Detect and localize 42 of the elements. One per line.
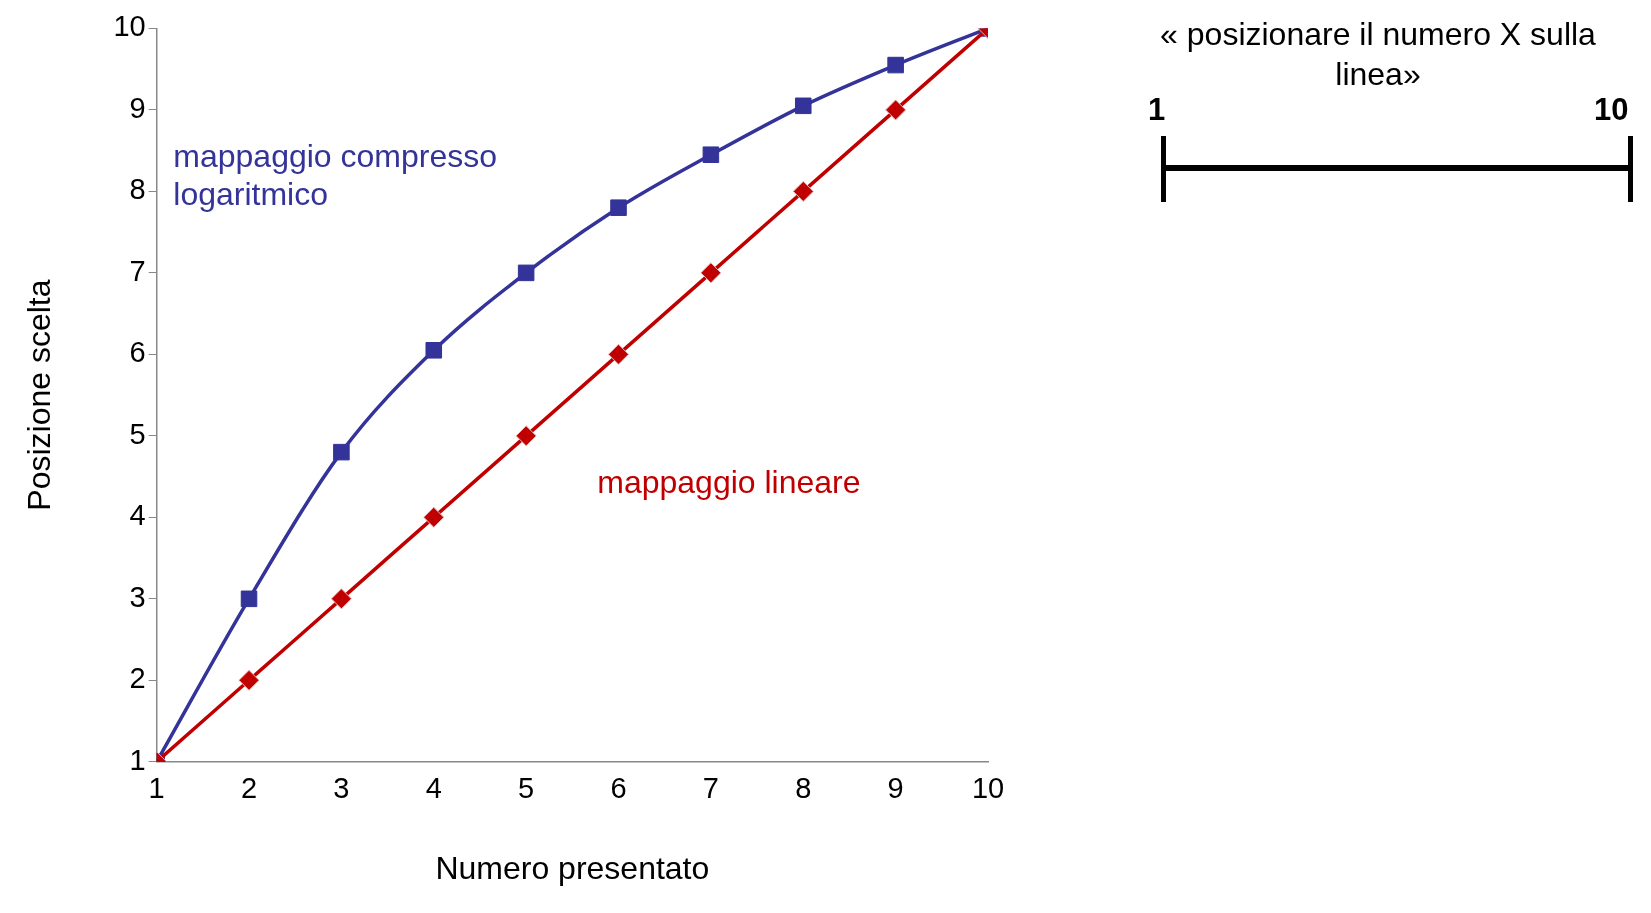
point <box>330 588 352 610</box>
series-label: mappaggio compresso logaritmico <box>173 137 498 212</box>
x-axis-title: Numero presentato <box>435 849 710 886</box>
point <box>515 425 537 447</box>
point <box>794 97 812 115</box>
point <box>423 506 445 528</box>
y-tick-label: 1 <box>129 743 146 776</box>
y-tick-label: 10 <box>113 10 146 43</box>
x-tick-label: 7 <box>702 772 719 805</box>
point <box>887 56 904 74</box>
text: 1 <box>1148 92 1166 128</box>
point <box>517 264 535 282</box>
text: « posizionare il numero X sulla linea» <box>1160 16 1596 92</box>
x-tick-label: 8 <box>795 772 812 805</box>
y-tick-label: 3 <box>129 580 146 613</box>
x-tick-label: 4 <box>425 772 442 805</box>
point <box>792 180 814 202</box>
point <box>885 99 907 121</box>
x-tick-label: 5 <box>518 772 535 805</box>
x-tick-label: 2 <box>240 772 258 805</box>
y-tick-label: 9 <box>129 91 146 124</box>
point <box>240 590 258 608</box>
y-tick-label: 7 <box>129 254 146 287</box>
x-tick-label: 10 <box>971 772 1005 805</box>
point <box>610 199 627 216</box>
point <box>425 342 443 359</box>
point <box>608 343 630 365</box>
text: 10 <box>1594 92 1629 128</box>
point <box>333 443 350 461</box>
x-tick-label: 6 <box>610 772 627 805</box>
y-tick-label: 4 <box>129 499 146 532</box>
point <box>238 669 260 691</box>
point <box>700 262 722 284</box>
text: mappaggio lineare <box>597 464 861 501</box>
point <box>702 146 720 163</box>
y-axis-title: Posizione scelta <box>21 279 58 511</box>
y-tick-label: 2 <box>129 662 146 695</box>
x-tick-label: 3 <box>333 772 350 805</box>
x-tick-label: 9 <box>887 772 904 805</box>
y-tick-label: 5 <box>129 417 146 450</box>
y-tick-label: 8 <box>129 173 146 206</box>
y-tick-label: 6 <box>129 336 146 369</box>
